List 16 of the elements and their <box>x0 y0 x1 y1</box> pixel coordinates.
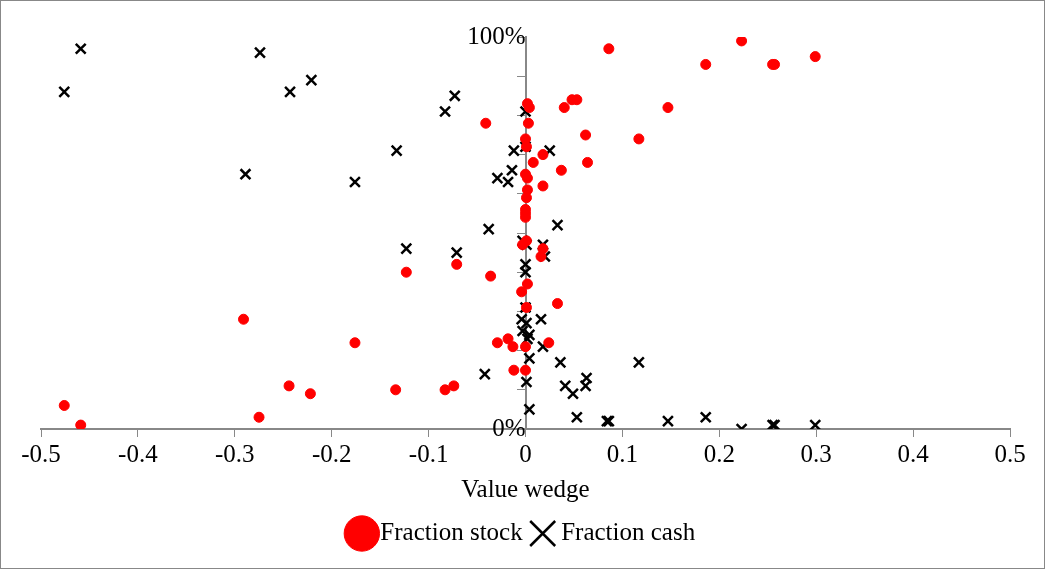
x-tick-label: -0.4 <box>118 439 159 467</box>
y-tick-label: 100% <box>467 21 526 49</box>
x-tick-label: 0.4 <box>897 439 930 467</box>
legend-label: Fraction stock <box>380 518 524 546</box>
y-tick-label: 0% <box>492 413 526 441</box>
x-tick-label: 0.1 <box>606 439 639 467</box>
x-tick-label: -0.1 <box>408 439 449 467</box>
legend-label: Fraction cash <box>561 518 696 546</box>
x-tick-label: -0.5 <box>21 439 61 467</box>
x-tick-label: 0.5 <box>994 439 1026 467</box>
x-tick-label: 0 <box>519 439 532 467</box>
x-tick-label: -0.2 <box>311 439 352 467</box>
x-axis-title: Value wedge <box>461 474 590 502</box>
x-tick-label: 0.2 <box>703 439 735 467</box>
x-tick-label: -0.3 <box>215 439 255 467</box>
x-tick-label: 0.3 <box>800 439 832 467</box>
